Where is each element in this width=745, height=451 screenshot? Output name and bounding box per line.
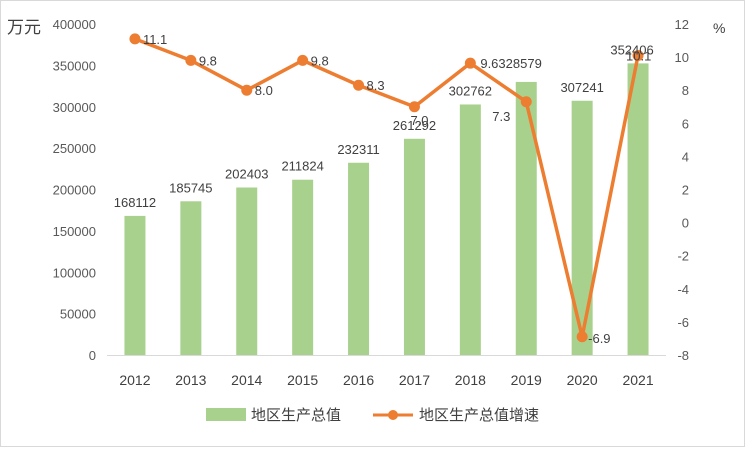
bar-2017 [403, 138, 425, 355]
bar-2013 [180, 201, 202, 355]
line-data-label: 9.8 [311, 53, 329, 68]
line-series [129, 33, 644, 343]
line-point-2020 [576, 331, 588, 343]
right-axis-tick-label: -8 [677, 348, 689, 363]
right-axis: -8 -6 -4 -2 0 2 4 6 8 10 12 [675, 17, 689, 363]
bar-series [124, 63, 649, 356]
line-point-2013 [185, 54, 197, 66]
bar-data-label: 307241 [560, 80, 603, 95]
bar-data-label: 232311 [337, 142, 379, 157]
line-data-label: 11.1 [143, 32, 167, 47]
right-axis-tick-label: -4 [677, 282, 689, 297]
legend: 地区生产总值 地区生产总值增速 [206, 407, 539, 424]
bar-2021 [627, 63, 649, 355]
line-point-2015 [297, 54, 309, 66]
axis-units: 万元 % [7, 18, 725, 37]
bar-2014 [236, 187, 258, 355]
left-axis-tick-label: 0 [89, 348, 96, 363]
left-axis-tick-label: 250000 [53, 141, 96, 156]
right-axis-tick-label: 2 [682, 183, 689, 198]
line-point-2012 [129, 33, 141, 45]
x-axis-tick-label: 2016 [343, 372, 374, 388]
right-axis-tick-label: 8 [682, 83, 689, 98]
bar-data-label: 261292 [393, 118, 436, 133]
bar-data-label: 202403 [225, 167, 268, 182]
x-axis-tick-label: 2018 [455, 372, 486, 388]
right-axis-tick-label: 12 [675, 17, 689, 32]
bar-2019 [515, 81, 537, 356]
line-data-labels: 11.1 9.8 8.0 9.8 8.3 7.0 9.6328579 7.3 -6.9 10.1 [143, 32, 651, 346]
bar-data-label: 185745 [169, 180, 212, 195]
x-axis-tick-label: 2013 [175, 372, 206, 388]
bar-2018 [459, 104, 481, 355]
x-axis-tick-label: 2012 [119, 372, 150, 388]
right-axis-tick-label: -2 [677, 249, 689, 264]
x-axis-tick-label: 2020 [567, 372, 598, 388]
line-point-2014 [241, 84, 253, 96]
left-axis-tick-label: 100000 [53, 265, 96, 280]
growth-rate-line [134, 37, 640, 339]
bar-2020 [571, 100, 593, 355]
line-data-label: 9.8 [199, 53, 217, 68]
x-axis-tick-label: 2019 [511, 372, 542, 388]
right-axis-tick-label: 4 [682, 149, 689, 164]
bar-data-label: 211824 [281, 159, 323, 174]
right-axis-tick-label: 6 [682, 116, 689, 131]
right-axis-tick-label: -6 [677, 315, 689, 330]
line-point-2018 [464, 57, 476, 69]
right-axis-tick-label: 10 [675, 50, 689, 65]
x-axis-tick-label: 2015 [287, 372, 318, 388]
bar-data-label: 168112 [114, 195, 156, 210]
legend-swatch-marker [388, 410, 398, 420]
right-axis-unit: % [713, 20, 725, 36]
line-point-2019 [520, 96, 532, 108]
left-axis-tick-label: 200000 [53, 183, 96, 198]
line-data-label: 7.3 [492, 109, 510, 124]
legend-swatch-bar [206, 408, 246, 421]
left-axis-tick-label: 50000 [60, 307, 96, 322]
legend-label-line: 地区生产总值增速 [419, 407, 539, 424]
line-data-label: 10.1 [626, 48, 651, 63]
bar-data-label: 302762 [449, 83, 492, 98]
x-axis-tick-label: 2021 [622, 372, 653, 388]
left-axis: 0 50000 100000 150000 200000 250000 300000 3500… [53, 17, 96, 363]
left-axis-tick-label: 150000 [53, 224, 96, 239]
line-point-2021 [632, 49, 644, 61]
bar-data-label: 352406 [610, 42, 653, 57]
left-axis-unit: 万元 [7, 18, 41, 37]
x-axis-tick-label: 2014 [231, 372, 262, 388]
x-axis-tick-label: 2017 [399, 372, 430, 388]
line-point-2017 [408, 101, 420, 113]
line-data-label: 9.6328579 [480, 56, 541, 71]
bar-data-labels: 168112 185745 202403 211824 232311 261292 3027… [114, 42, 654, 210]
bar-2016 [348, 162, 370, 355]
legend-label-bar: 地区生产总值 [251, 407, 341, 424]
x-axis-tick-labels: 2012 2013 2014 2015 2016 2017 2018 2019 2020 2021 [119, 372, 653, 388]
left-axis-tick-label: 300000 [53, 100, 96, 115]
line-data-label: 7.0 [410, 113, 428, 128]
line-data-label: 8.3 [367, 78, 385, 93]
line-point-2016 [353, 79, 365, 91]
bar-2012 [124, 215, 146, 355]
bar-2015 [292, 179, 314, 355]
line-data-label: -6.9 [588, 331, 610, 346]
line-data-label: 8.0 [255, 83, 273, 98]
right-axis-tick-label: 0 [682, 216, 689, 231]
left-axis-tick-label: 400000 [53, 17, 96, 32]
left-axis-tick-label: 350000 [53, 58, 96, 73]
